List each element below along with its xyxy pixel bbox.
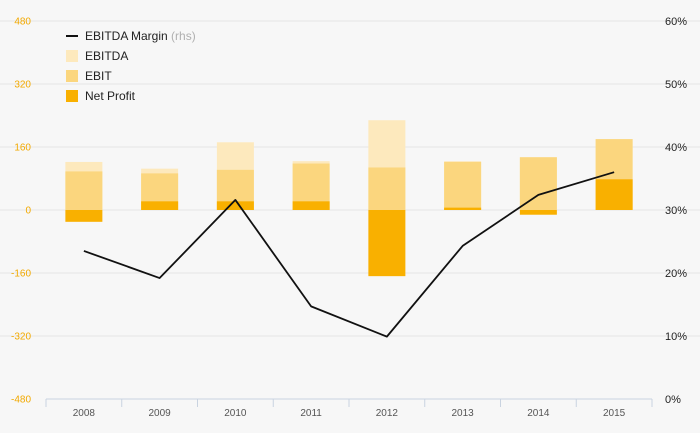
y-left-tick-label: -480 — [11, 395, 31, 406]
net-profit-bar — [65, 210, 103, 222]
ebit-bar — [444, 161, 482, 210]
y-right-tick-label: 10% — [665, 331, 687, 343]
legend-label: EBIT — [85, 69, 112, 83]
x-tick-label: 2015 — [603, 408, 626, 419]
y-left-tick-label: 0 — [25, 206, 31, 217]
y-right-tick-label: 30% — [665, 205, 687, 217]
y-left-tick-label: -320 — [11, 332, 31, 343]
net-profit-bar — [444, 207, 482, 210]
x-tick-label: 2009 — [149, 408, 172, 419]
y-left-tick-label: -160 — [11, 269, 31, 280]
x-tick-label: 2010 — [224, 408, 247, 419]
net-profit-bar — [141, 201, 179, 210]
legend-swatch — [66, 50, 78, 62]
y-right-tick-label: 20% — [665, 268, 687, 280]
x-tick-label: 2014 — [527, 408, 550, 419]
margin-line-layer — [83, 171, 615, 338]
y-right-tick-label: 40% — [665, 142, 687, 154]
legend-swatch — [66, 70, 78, 82]
y-left-tick-label: 160 — [14, 143, 31, 154]
y-right-tick-label: 60% — [665, 16, 687, 28]
x-tick-label: 2011 — [300, 408, 322, 419]
legend: EBITDA Margin (rhs) EBITDA EBIT Net Profit — [66, 29, 196, 103]
x-tick-label: 2013 — [452, 408, 475, 419]
axes: 480 60% 320 50% 160 40% 0 30% -160 20% -320 10% -480… — [11, 16, 687, 419]
ebitda-margin-line — [83, 171, 615, 338]
legend-swatch — [66, 90, 78, 102]
ebit-bar — [519, 157, 557, 210]
net-profit-bar — [368, 210, 406, 277]
bars — [65, 120, 633, 277]
y-left-tick-label: 480 — [14, 17, 31, 28]
y-right-tick-label: 0% — [665, 394, 681, 406]
legend-label: Net Profit — [85, 89, 136, 103]
net-profit-bar — [519, 210, 557, 215]
y-right-tick-label: 50% — [665, 79, 687, 91]
legend-label-suffix: (rhs) — [168, 29, 196, 43]
x-tick-label: 2012 — [376, 408, 399, 419]
ebit-bar — [65, 171, 103, 210]
legend-label: EBITDA — [85, 49, 128, 63]
net-profit-bar — [292, 201, 330, 210]
x-tick-label: 2008 — [73, 408, 96, 419]
net-profit-bar — [216, 201, 254, 210]
net-profit-bar — [595, 179, 633, 210]
ebit-bar — [368, 167, 406, 210]
legend-label: EBITDA Margin (rhs) — [85, 29, 196, 43]
gridlines — [0, 20, 700, 337]
y-left-tick-label: 320 — [14, 80, 31, 91]
